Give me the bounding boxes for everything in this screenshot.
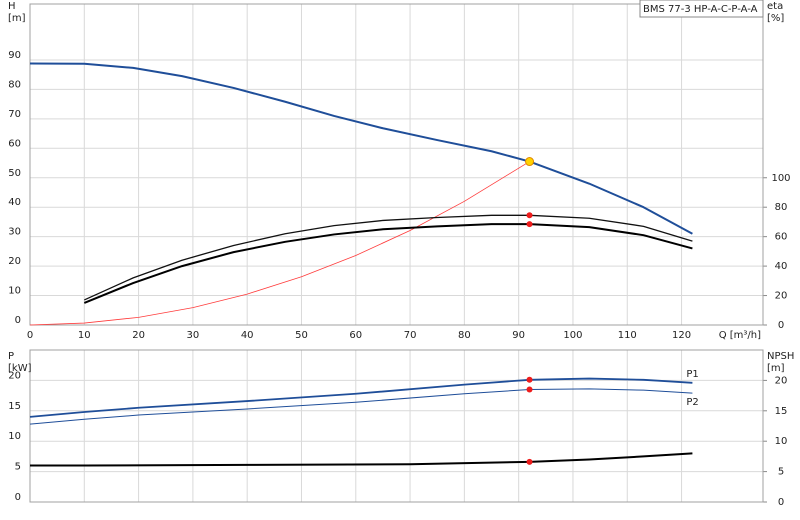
y-tick-label: 60 [8, 138, 21, 149]
y2-tick-label: 40 [775, 261, 788, 272]
title-box [639, 0, 764, 18]
x-tick-label: 60 [349, 330, 362, 341]
duty-point [526, 212, 533, 219]
plot-frame [29, 3, 764, 326]
x-tick-label: 80 [458, 330, 471, 341]
x-tick-label: 120 [672, 330, 691, 341]
y-tick-label: 80 [8, 79, 21, 90]
y2-tick-label: 10 [775, 436, 788, 447]
y-axis-unit: [m] [8, 13, 26, 24]
y2-tick-label: 100 [771, 173, 790, 184]
y2-tick-label: 20 [775, 291, 788, 302]
y2-tick-label: 60 [775, 232, 788, 243]
plot-frame [29, 349, 764, 503]
x-tick-label: 100 [563, 330, 582, 341]
y-axis-label: H [8, 1, 16, 12]
y-tick-label: 90 [8, 50, 21, 61]
duty-point [526, 221, 533, 228]
y2-tick-label: 20 [775, 375, 788, 386]
x-tick-label: 10 [78, 330, 91, 341]
y-tick-label: 0 [15, 315, 21, 326]
y2-tick-label: 15 [775, 406, 788, 417]
x-tick-label: 40 [241, 330, 254, 341]
y-tick-label: 50 [8, 168, 21, 179]
curve [30, 452, 693, 467]
y2-axis-label: NPSH [767, 351, 794, 362]
y-tick-label: 10 [8, 431, 21, 442]
x-tick-label: 70 [404, 330, 417, 341]
duty-point [526, 376, 533, 383]
curve [29, 161, 530, 326]
curve [83, 223, 693, 304]
y-tick-label: 10 [8, 286, 21, 297]
curve [29, 62, 693, 235]
chart-title: BMS 77-3 HP-A-C-P-A-A [643, 4, 758, 15]
duty-point [526, 458, 533, 465]
y2-tick-label: 0 [778, 497, 784, 508]
y2-tick-label: 5 [778, 467, 784, 478]
x-tick-label: 50 [295, 330, 308, 341]
duty-point [526, 386, 533, 393]
curve [29, 377, 693, 418]
y-tick-label: 30 [8, 227, 21, 238]
x-tick-label: 90 [512, 330, 525, 341]
curve [29, 388, 693, 425]
y-tick-label: 70 [8, 109, 21, 120]
y-tick-label: 5 [15, 462, 21, 473]
y2-axis-label: eta [767, 1, 783, 12]
y2-axis-unit: [m] [767, 363, 785, 374]
y-axis-unit: [kW] [8, 363, 32, 374]
y-tick-label: 0 [15, 492, 21, 503]
y-tick-label: 20 [8, 256, 21, 267]
x-axis-label: Q [m³/h] [719, 330, 761, 341]
curve-label: P1 [686, 369, 698, 380]
y2-tick-label: 0 [778, 320, 784, 331]
curve [84, 214, 693, 301]
x-tick-label: 30 [187, 330, 200, 341]
duty-point [525, 157, 535, 167]
y-tick-label: 15 [8, 401, 21, 412]
y-tick-label: 40 [8, 197, 21, 208]
x-tick-label: 20 [132, 330, 145, 341]
y-axis-label: P [8, 351, 14, 362]
y2-tick-label: 80 [775, 202, 788, 213]
y2-axis-unit: [%] [767, 13, 784, 24]
curve-label: P2 [686, 397, 698, 408]
x-tick-label: 0 [27, 330, 33, 341]
x-tick-label: 110 [618, 330, 637, 341]
y-tick-label: 20 [8, 370, 21, 381]
